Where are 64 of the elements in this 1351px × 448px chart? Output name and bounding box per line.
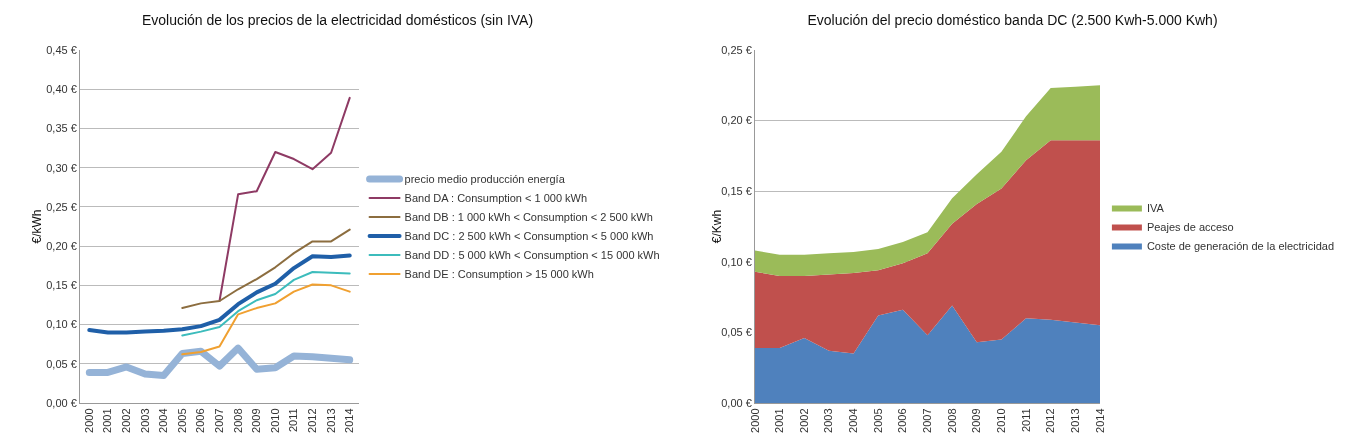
y-axis-title: €/kWh xyxy=(30,209,45,244)
x-tick-label: 2014 xyxy=(343,408,356,433)
y-tick-label: 0,45 € xyxy=(46,43,77,56)
legend-label: precio medio producción energía xyxy=(404,173,566,186)
x-tick-label: 2006 xyxy=(194,408,207,433)
y-tick-label: 0,40 € xyxy=(46,83,77,96)
x-tick-label: 2002 xyxy=(797,408,810,433)
x-tick-label: 2010 xyxy=(268,408,281,433)
x-tick-label: 2012 xyxy=(1044,408,1057,433)
x-tick-label: 2004 xyxy=(157,408,170,433)
y-tick-label: 0,25 € xyxy=(46,200,77,213)
y-tick-label: 0,15 € xyxy=(721,185,752,198)
legend-label: IVA xyxy=(1146,201,1165,214)
y-tick-label: 0,05 € xyxy=(721,326,752,339)
x-tick-label: 2003 xyxy=(822,408,835,433)
y-tick-label: 0,00 € xyxy=(46,396,77,409)
x-tick-label: 2001 xyxy=(773,408,786,433)
x-tick-label: 2008 xyxy=(231,408,244,433)
y-tick-label: 0,35 € xyxy=(46,122,77,135)
y-tick-label: 0,10 € xyxy=(721,255,752,268)
x-tick-label: 2013 xyxy=(1068,408,1081,433)
legend-label: Band DD : 5 000 kWh < Consumption < 15 000 kWh xyxy=(404,249,660,262)
y-tick-label: 0,15 € xyxy=(46,279,77,292)
x-tick-label: 2011 xyxy=(287,408,300,433)
y-tick-label: 0,10 € xyxy=(46,318,77,331)
x-tick-label: 2007 xyxy=(921,408,934,433)
x-tick-label: 2012 xyxy=(306,408,319,433)
chart-title: Evolución de los precios de la electricidad domésticos (sin IVA) xyxy=(141,12,534,29)
y-tick-label: 0,20 € xyxy=(46,239,77,252)
chart-title: Evolución del precio doméstico banda DC (2.500 Kwh-5.000 Kwh) xyxy=(807,12,1218,29)
line-series xyxy=(181,271,351,337)
y-tick-label: 0,20 € xyxy=(721,114,752,127)
legend-label: Band DB : 1 000 kWh < Consumption < 2 500 kWh xyxy=(404,211,653,224)
x-tick-label: 2009 xyxy=(250,408,263,433)
y-tick-label: 0,25 € xyxy=(721,43,752,56)
line-series xyxy=(181,283,351,356)
x-tick-label: 2000 xyxy=(82,408,95,433)
x-tick-label: 2003 xyxy=(138,408,151,433)
legend-label: Peajes de acceso xyxy=(1146,220,1234,233)
x-tick-label: 2013 xyxy=(324,408,337,433)
y-tick-label: 0,00 € xyxy=(721,396,752,409)
x-tick-label: 2004 xyxy=(847,408,860,433)
legend-label: Band DC : 2 500 kWh < Consumption < 5 000 kWh xyxy=(404,230,654,243)
line-series xyxy=(181,228,351,310)
line-series xyxy=(218,96,351,303)
line-series xyxy=(87,253,352,335)
x-tick-label: 2005 xyxy=(871,408,884,433)
legend-label: Band DE : Consumption > 15 000 kWh xyxy=(404,268,594,281)
x-tick-label: 2007 xyxy=(213,408,226,433)
x-tick-label: 2005 xyxy=(175,408,188,433)
x-tick-label: 2010 xyxy=(995,408,1008,433)
x-tick-label: 2014 xyxy=(1093,408,1106,433)
x-tick-label: 2000 xyxy=(748,408,761,433)
x-tick-label: 2002 xyxy=(120,408,133,433)
x-tick-label: 2001 xyxy=(101,408,114,433)
legend-label: Coste de generación de la electricidad xyxy=(1146,239,1335,252)
y-tick-label: 0,05 € xyxy=(46,357,77,370)
x-tick-label: 2011 xyxy=(1019,408,1032,433)
x-tick-label: 2008 xyxy=(945,408,958,433)
x-tick-label: 2006 xyxy=(896,408,909,433)
legend-label: Band DA : Consumption < 1 000 kWh xyxy=(404,192,588,205)
y-tick-label: 0,30 € xyxy=(46,161,77,174)
x-tick-label: 2009 xyxy=(970,408,983,433)
y-axis-title: €/Kwh xyxy=(710,209,724,244)
